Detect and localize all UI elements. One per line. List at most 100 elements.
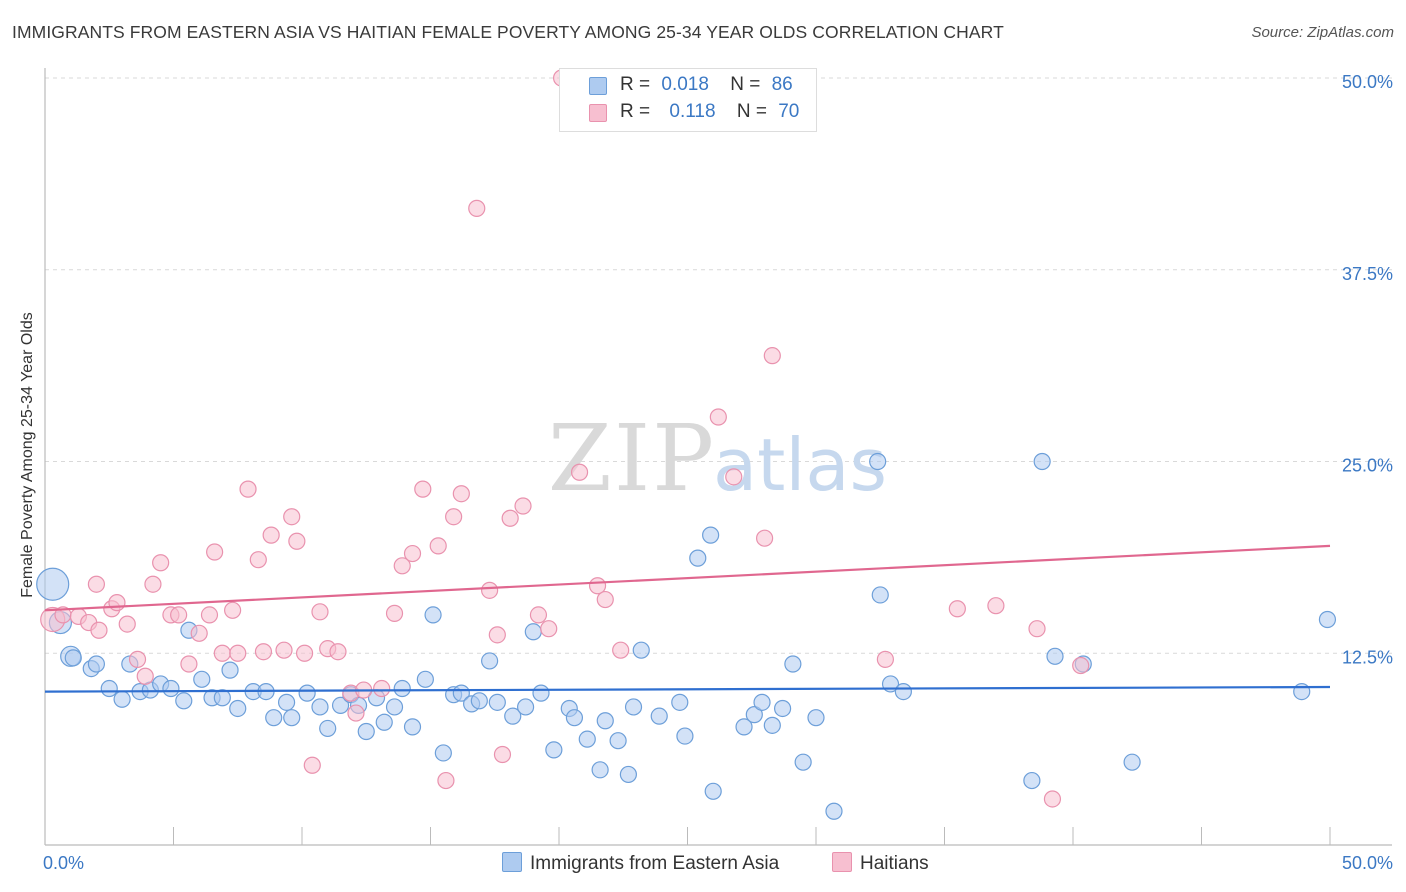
- data-point: [445, 508, 463, 526]
- data-point: [596, 590, 614, 609]
- data-point: [170, 606, 188, 624]
- data-point: [416, 670, 434, 688]
- y-tick-label: 50.0%: [1342, 72, 1393, 92]
- data-point: [1033, 452, 1051, 471]
- data-point: [1043, 790, 1062, 808]
- data-point: [429, 537, 447, 555]
- data-point: [424, 606, 442, 624]
- data-point: [190, 624, 208, 642]
- source-label: Source: ZipAtlas.com: [1251, 24, 1394, 41]
- data-point: [213, 644, 231, 662]
- data-point: [470, 692, 488, 710]
- data-point: [206, 543, 224, 561]
- data-point: [591, 761, 609, 779]
- legend-row-haitians: R = 0.118 N = 70: [620, 101, 799, 125]
- data-point: [709, 408, 727, 426]
- data-point: [385, 698, 404, 716]
- data-point: [90, 621, 108, 639]
- data-point: [578, 730, 596, 748]
- data-point: [650, 707, 668, 725]
- data-point: [357, 722, 375, 741]
- tick-labels: 12.5% 25.0% 37.5% 50.0% 0.0% 50.0%: [43, 72, 1393, 873]
- x-tick-label: 50.0%: [1342, 853, 1393, 873]
- x-tick-label: 0.0%: [43, 853, 84, 873]
- data-point: [869, 452, 887, 471]
- data-point: [229, 644, 247, 662]
- data-point: [545, 741, 563, 759]
- data-point: [794, 753, 812, 771]
- data-point: [671, 693, 689, 711]
- data-point: [144, 575, 162, 593]
- legend-swatch-pink: [589, 104, 607, 122]
- data-point: [1123, 753, 1141, 771]
- legend-row-eastern-asia: R = 0.018 N = 86: [620, 74, 793, 98]
- data-point: [295, 644, 314, 662]
- data-point: [180, 655, 198, 673]
- data-point: [1023, 771, 1041, 790]
- data-point: [283, 508, 301, 526]
- data-point: [753, 693, 771, 711]
- data-point: [948, 600, 966, 618]
- data-point: [825, 802, 843, 820]
- data-point: [524, 623, 542, 641]
- trend-line: [44, 685, 1331, 693]
- watermark-zip: ZIP: [548, 405, 716, 512]
- data-point: [283, 709, 301, 727]
- data-point: [311, 698, 329, 716]
- legend-r-value: 0.118: [669, 101, 716, 122]
- legend-swatch-blue: [502, 852, 522, 872]
- data-point: [481, 652, 499, 670]
- data-point: [807, 709, 825, 727]
- watermark: ZIP atlas: [548, 405, 887, 512]
- data-point: [277, 693, 296, 711]
- data-point: [532, 684, 550, 702]
- data-point: [1318, 610, 1337, 629]
- data-point: [254, 643, 273, 661]
- data-point: [87, 655, 106, 673]
- data-point: [632, 641, 650, 659]
- data-point: [1046, 647, 1064, 665]
- data-point: [175, 692, 193, 710]
- chart-title: IMMIGRANTS FROM EASTERN ASIA VS HAITIAN …: [12, 22, 1004, 42]
- data-point: [1028, 620, 1046, 638]
- y-axis-label: Female Poverty Among 25-34 Year Olds: [19, 312, 36, 598]
- data-point: [514, 497, 532, 515]
- legend-n-label: N =: [730, 74, 761, 95]
- data-point: [565, 709, 584, 727]
- correlation-legend: R = 0.018 N = 86 R = 0.118 N = 70: [559, 68, 817, 132]
- data-point: [689, 549, 707, 567]
- data-point: [385, 604, 404, 622]
- data-point: [725, 468, 743, 486]
- legend-r-label: R =: [620, 101, 651, 122]
- data-point: [894, 682, 912, 701]
- legend-n-label: N =: [736, 101, 767, 122]
- data-point: [213, 689, 231, 707]
- data-point: [488, 626, 506, 644]
- data-point: [784, 655, 802, 673]
- data-point: [876, 650, 894, 668]
- trend-line: [44, 544, 1331, 612]
- data-point: [612, 641, 630, 659]
- data-point: [136, 667, 154, 685]
- data-point: [152, 554, 170, 572]
- data-point: [763, 347, 781, 365]
- data-point: [676, 727, 694, 745]
- data-point: [504, 707, 522, 725]
- data-point: [319, 719, 337, 738]
- data-point: [403, 544, 422, 563]
- data-point: [619, 765, 637, 784]
- data-point: [298, 684, 316, 702]
- data-point: [434, 744, 452, 762]
- data-point: [755, 529, 774, 547]
- data-point: [488, 693, 506, 711]
- data-point: [468, 199, 486, 217]
- data-point: [162, 679, 180, 698]
- data-point: [437, 771, 455, 790]
- legend-r-value: 0.018: [661, 74, 709, 95]
- legend-r-label: R =: [620, 74, 651, 95]
- data-point: [763, 716, 781, 734]
- data-point: [403, 718, 422, 736]
- legend-item-eastern-asia: Immigrants from Eastern Asia: [502, 852, 779, 875]
- legend-label: Haitians: [860, 853, 929, 874]
- data-point: [773, 699, 792, 718]
